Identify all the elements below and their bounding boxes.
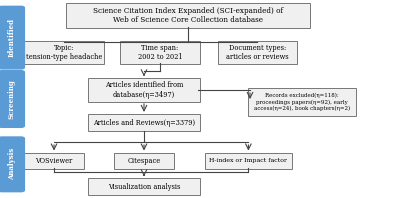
Text: VOSviewer: VOSviewer bbox=[35, 157, 73, 165]
FancyBboxPatch shape bbox=[24, 41, 104, 64]
FancyBboxPatch shape bbox=[0, 137, 24, 192]
FancyBboxPatch shape bbox=[88, 178, 200, 195]
Text: Topic:
tension-type headache: Topic: tension-type headache bbox=[26, 44, 102, 61]
Text: Analysis: Analysis bbox=[8, 148, 16, 180]
FancyBboxPatch shape bbox=[205, 153, 292, 169]
Text: H-index or Impact factor: H-index or Impact factor bbox=[210, 158, 287, 163]
Text: Identified: Identified bbox=[8, 18, 16, 57]
FancyBboxPatch shape bbox=[120, 41, 200, 64]
FancyBboxPatch shape bbox=[88, 78, 200, 102]
Text: Citespace: Citespace bbox=[127, 157, 161, 165]
FancyBboxPatch shape bbox=[24, 153, 84, 169]
FancyBboxPatch shape bbox=[0, 71, 24, 127]
Text: Articles and Reviews(η=3379): Articles and Reviews(η=3379) bbox=[93, 119, 195, 127]
Text: Visualization analysis: Visualization analysis bbox=[108, 183, 180, 191]
FancyBboxPatch shape bbox=[114, 153, 174, 169]
FancyBboxPatch shape bbox=[0, 6, 24, 69]
Text: Articles identified from
database(η=3497): Articles identified from database(η=3497… bbox=[105, 82, 183, 99]
FancyBboxPatch shape bbox=[218, 41, 297, 64]
Text: Science Citation Index Expanded (SCI-expanded) of
Web of Science Core Collection: Science Citation Index Expanded (SCI-exp… bbox=[93, 7, 283, 24]
FancyBboxPatch shape bbox=[88, 114, 200, 131]
Text: Time span:
2002 to 2021: Time span: 2002 to 2021 bbox=[138, 44, 182, 61]
Text: Document types:
articles or reviews: Document types: articles or reviews bbox=[226, 44, 288, 61]
FancyBboxPatch shape bbox=[66, 3, 310, 28]
FancyBboxPatch shape bbox=[248, 88, 356, 116]
Text: Screening: Screening bbox=[8, 79, 16, 119]
Text: Records excluded(η=118):
proceedings papers(η=92), early
access(η=24), book chap: Records excluded(η=118): proceedings pap… bbox=[254, 93, 350, 111]
